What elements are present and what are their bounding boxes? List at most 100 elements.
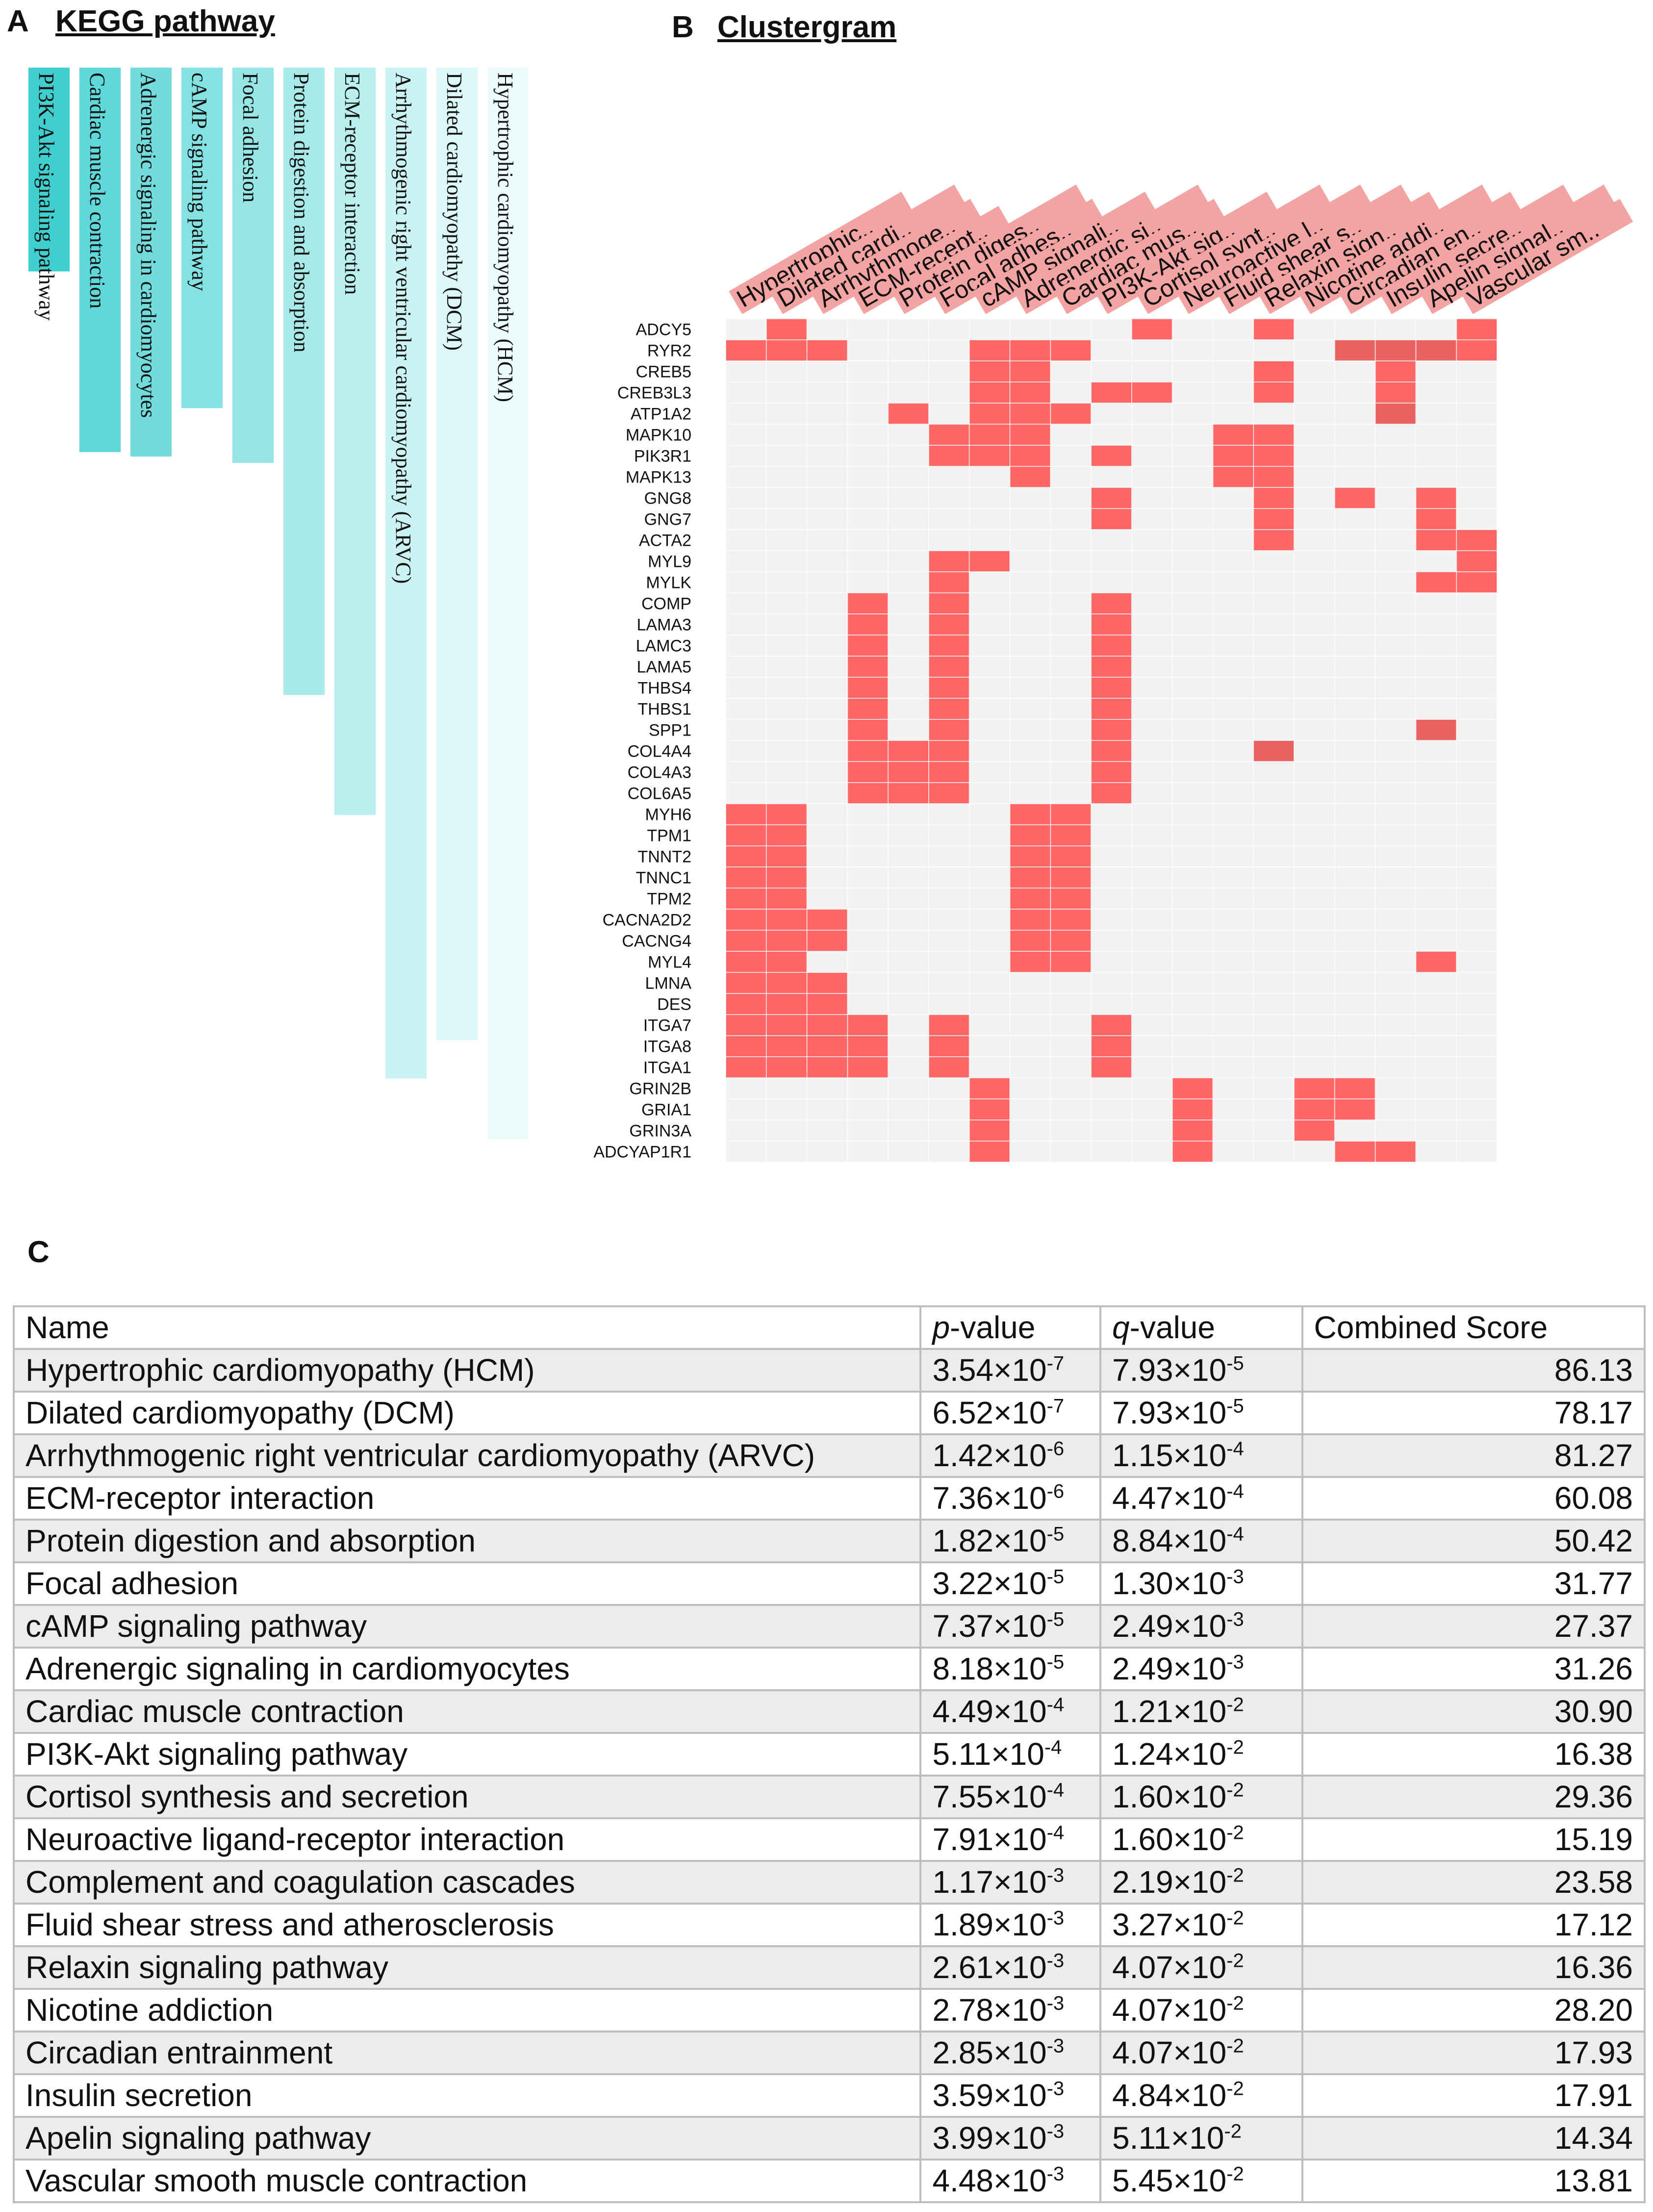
heatmap-cell [1050, 951, 1092, 972]
heatmap-cell [1050, 846, 1092, 867]
kegg-bar-label: Adrenergic signaling in cardiomyocytes [136, 73, 160, 418]
heatmap-cell [888, 783, 929, 804]
heatmap-row-label: LMNA [645, 974, 692, 993]
table-cell-p: 6.52×10-7 [919, 1391, 1102, 1435]
table-cell-q: 2.49×10-3 [1099, 1647, 1303, 1691]
heatmap-column-highlight [810, 199, 984, 314]
heatmap-cell [928, 614, 969, 635]
heatmap-cell [1091, 382, 1132, 403]
heatmap-column-highlight [1013, 184, 1211, 314]
heatmap-cell [1253, 361, 1295, 382]
heatmap-column-highlight [850, 205, 1012, 314]
table-cell-p: 1.42×10-6 [919, 1433, 1102, 1478]
heatmap-cell [1253, 466, 1295, 487]
kegg-bar [487, 68, 529, 1139]
heatmap-column-highlight [1297, 184, 1496, 314]
heatmap-cell [1091, 1057, 1132, 1078]
heatmap-cell [1091, 614, 1132, 635]
heatmap-cell [1010, 951, 1051, 972]
table-cell-name: Relaxin signaling pathway [12, 1945, 922, 1990]
table-cell-p: 8.18×10-5 [919, 1647, 1102, 1691]
heatmap-column-highlight [1338, 191, 1524, 314]
heatmap-cell [1010, 361, 1051, 382]
heatmap-cell [726, 972, 766, 993]
heatmap-cell [847, 783, 889, 804]
heatmap-cell [1334, 340, 1375, 361]
heatmap-row-label: MAPK13 [626, 468, 691, 487]
heatmap-row-label: TNNT2 [637, 848, 691, 866]
heatmap-cell [1456, 572, 1497, 593]
heatmap-cell [928, 762, 969, 783]
heatmap-cell [1375, 403, 1416, 424]
heatmap-cell [888, 740, 929, 762]
table-cell-name: Cortisol synthesis and secretion [12, 1775, 922, 1819]
heatmap-cell [726, 951, 766, 972]
heatmap-cell [1334, 487, 1375, 509]
table-row: Fluid shear stress and atherosclerosis 1.… [12, 1903, 1646, 1947]
table-cell-score: 13.81 [1301, 2159, 1646, 2203]
table-cell-p: 1.89×10-3 [919, 1903, 1102, 1947]
heatmap-column-highlight [1053, 199, 1227, 314]
kegg-bar-label: Arrhythmogenic right ventricular cardiom… [391, 73, 415, 584]
table-cell-p: 1.17×10-3 [919, 1860, 1102, 1905]
table-cell-name: Neuroactive ligand-receptor interaction [12, 1817, 922, 1862]
table-cell-p: 1.82×10-5 [919, 1519, 1102, 1563]
heatmap-cell [1456, 551, 1497, 572]
table-cell-q: 4.07×10-2 [1099, 1988, 1303, 2033]
table-cell-p: 2.61×10-3 [919, 1945, 1102, 1990]
header-combined-score: Combined Score [1301, 1305, 1646, 1350]
heatmap-cell [969, 551, 1010, 572]
table-row: Vascular smooth muscle contraction 4.48×1… [12, 2159, 1646, 2203]
heatmap-cell [1091, 445, 1132, 466]
table-cell-q: 5.45×10-2 [1099, 2159, 1303, 2203]
kegg-bar-label: Cardiac muscle contraction [85, 73, 109, 308]
table-cell-name: Insulin secretion [12, 2073, 922, 2118]
heatmap-cell [807, 909, 848, 930]
heatmap-cell [928, 1015, 969, 1036]
heatmap-row-label: CACNA2D2 [603, 911, 691, 930]
heatmap-cell [1050, 888, 1092, 909]
heatmap-cell [1416, 951, 1457, 972]
table-cell-name: Cardiac muscle contraction [12, 1689, 922, 1734]
heatmap-cell [1294, 1120, 1335, 1141]
heatmap-cell [807, 1057, 848, 1078]
heatmap-cell [766, 319, 807, 340]
heatmap-cell [969, 382, 1010, 403]
table-cell-score: 28.20 [1301, 1988, 1646, 2033]
table-cell-score: 23.58 [1301, 1860, 1646, 1905]
heatmap-cell [1091, 1036, 1132, 1057]
heatmap-cell [969, 403, 1010, 424]
heatmap-row-label: LAMA5 [637, 658, 692, 677]
heatmap-cell [847, 593, 889, 614]
heatmap-row-label: COL4A4 [628, 742, 691, 761]
heatmap-cell [1050, 930, 1092, 951]
table-cell-name: Complement and coagulation cascades [12, 1860, 922, 1905]
heatmap-cell [766, 909, 807, 930]
heatmap-cell [1050, 909, 1092, 930]
heatmap-cell [928, 677, 969, 698]
heatmap-cell [1050, 825, 1092, 846]
heatmap-cell [928, 698, 969, 719]
panel-a-title: KEGG pathway [55, 4, 275, 38]
heatmap-cell [847, 762, 889, 783]
heatmap-cell [1010, 340, 1051, 361]
table-cell-score: 81.27 [1301, 1433, 1646, 1478]
heatmap-cell [726, 804, 766, 825]
heatmap-cell [766, 1015, 807, 1036]
heatmap-cell [1253, 487, 1295, 509]
heatmap-cell [928, 783, 969, 804]
heatmap-cell [1010, 867, 1051, 888]
heatmap-column-highlight [1135, 184, 1333, 314]
header-name: Name [12, 1305, 922, 1350]
heatmap-row-label: ITGA1 [643, 1059, 691, 1077]
heatmap-row-label: ATP1A2 [631, 405, 691, 424]
heatmap-cell [928, 740, 969, 762]
table-cell-q: 5.11×10-2 [1099, 2116, 1303, 2161]
heatmap-row-label: GNG7 [644, 510, 691, 529]
table-cell-p: 2.85×10-3 [919, 2031, 1102, 2075]
heatmap-row-label: CREB5 [636, 363, 691, 381]
heatmap-cell [1050, 403, 1092, 424]
heatmap-row-label: TPM2 [647, 890, 691, 909]
heatmap-cell [847, 614, 889, 635]
table-row: Insulin secretion 3.59×10-3 4.84×10-2 17.91 [12, 2073, 1646, 2118]
